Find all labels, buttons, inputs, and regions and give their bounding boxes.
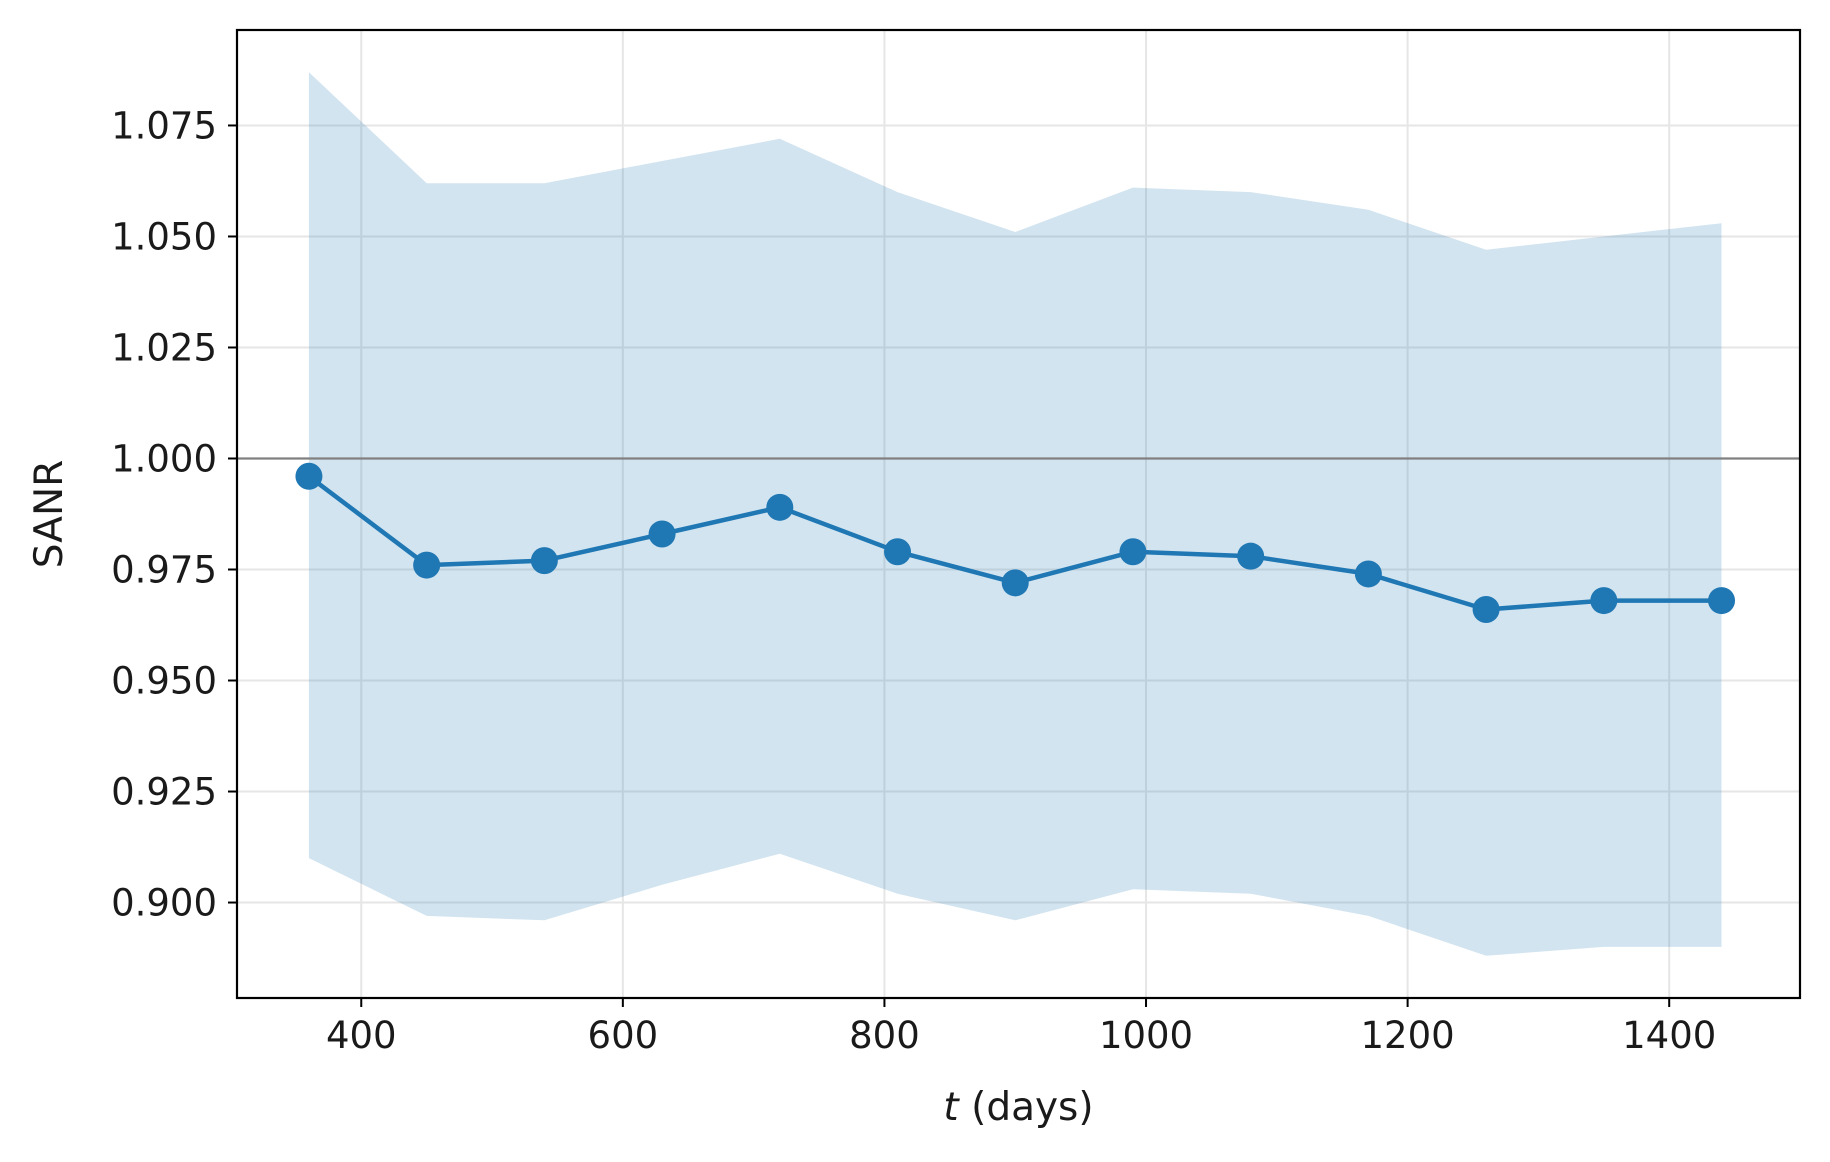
x-tick-label: 800 xyxy=(849,1014,920,1057)
data-point xyxy=(766,493,794,521)
series-points-layer xyxy=(295,462,1736,623)
data-point xyxy=(1001,569,1029,597)
x-axis-ticks: 400 600 800 1000 1200 1400 xyxy=(326,998,1716,1057)
data-point xyxy=(530,547,558,575)
y-tick-label: 1.075 xyxy=(111,104,217,147)
data-point xyxy=(1237,542,1265,570)
y-tick-label: 0.950 xyxy=(111,660,217,703)
x-tick-label: 1400 xyxy=(1622,1014,1716,1057)
plot-frame xyxy=(235,28,1802,1000)
x-tick-label: 1200 xyxy=(1361,1014,1455,1057)
data-point xyxy=(1708,587,1736,615)
x-axis-label-unit: (days) xyxy=(959,1085,1094,1130)
x-axis-label-variable: t xyxy=(943,1085,960,1130)
data-point xyxy=(884,538,912,566)
data-point xyxy=(295,462,323,490)
data-point xyxy=(1119,538,1147,566)
confidence-band-layer xyxy=(308,72,1722,956)
y-axis-ticks: 0.900 0.925 0.950 0.975 1.000 1.025 1.050 1.075 xyxy=(111,104,237,925)
y-tick-label: 0.975 xyxy=(111,549,217,592)
data-point xyxy=(1590,587,1618,615)
x-tick-label: 1000 xyxy=(1099,1014,1193,1057)
x-axis-label: t (days) xyxy=(943,1085,1093,1130)
data-point xyxy=(1472,595,1500,623)
x-tick-label: 600 xyxy=(588,1014,659,1057)
data-point xyxy=(413,551,441,579)
data-point xyxy=(1354,560,1382,588)
data-point xyxy=(648,520,676,548)
y-axis-label: SANR xyxy=(27,460,72,568)
x-tick-label: 400 xyxy=(326,1014,397,1057)
y-tick-label: 0.925 xyxy=(111,771,217,814)
y-tick-label: 1.025 xyxy=(111,326,217,369)
y-tick-label: 0.900 xyxy=(111,882,217,925)
confidence-band xyxy=(308,72,1722,956)
y-tick-label: 1.000 xyxy=(111,437,217,480)
y-tick-label: 1.050 xyxy=(111,215,217,258)
